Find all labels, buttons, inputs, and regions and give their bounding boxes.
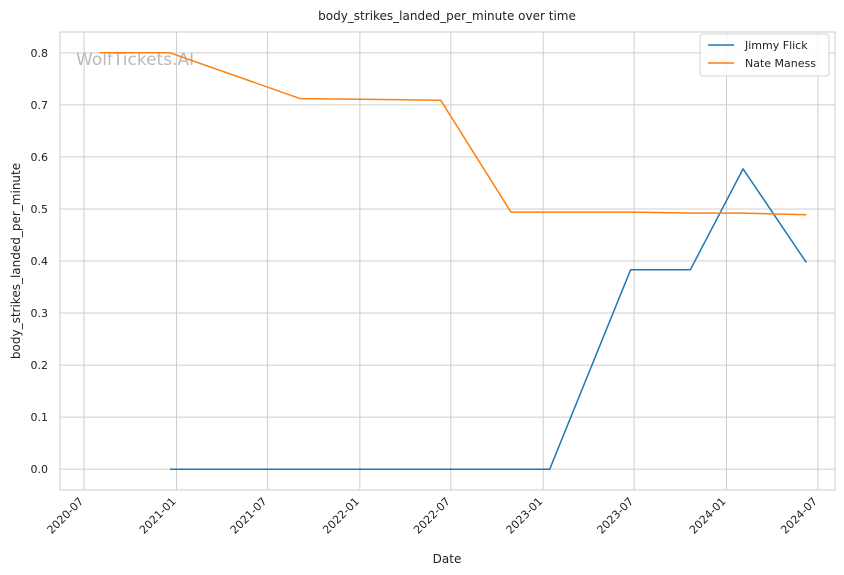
tick-labels: 0.0 0.1 0.2 0.3 0.4 0.5 0.6 0.7 0.8 2020-07 2021-0… [31,47,821,537]
x-tick-label: 2022-07 [411,495,453,537]
watermark: WolfTickets.AI [76,50,194,70]
legend: Jimmy Flick Nate Maness [699,33,830,77]
y-axis-label: body_strikes_landed_per_minute [9,163,23,359]
x-tick-label: 2022-01 [320,495,362,537]
grid [60,32,835,490]
y-tick-label: 0.6 [31,151,49,164]
x-tick-label: 2021-01 [137,495,179,537]
series-line-jimmy-flick [170,168,808,470]
chart-title: body_strikes_landed_per_minute over time [318,9,576,23]
y-tick-label: 0.2 [31,359,49,372]
x-tick-label: 2023-07 [595,495,637,537]
legend-label-jimmy-flick: Jimmy Flick [744,39,808,52]
x-tick-label: 2023-01 [504,495,546,537]
y-tick-label: 0.1 [31,411,49,424]
x-tick-label: 2024-01 [687,495,729,537]
x-tick-label: 2021-07 [228,495,270,537]
y-tick-label: 0.0 [31,463,49,476]
y-tick-label: 0.7 [31,99,49,112]
y-tick-label: 0.4 [31,255,49,268]
x-tick-label: 2020-07 [45,495,87,537]
y-tick-label: 0.3 [31,307,49,320]
series-line-nate-maness [99,52,807,216]
y-tick-label: 0.5 [31,203,49,216]
plot-frame [59,31,836,491]
x-axis-label: Date [433,552,462,566]
x-tick-label: 2024-07 [778,495,820,537]
series-lines [99,52,808,470]
y-tick-label: 0.8 [31,47,49,60]
legend-label-nate-maness: Nate Maness [745,57,816,70]
